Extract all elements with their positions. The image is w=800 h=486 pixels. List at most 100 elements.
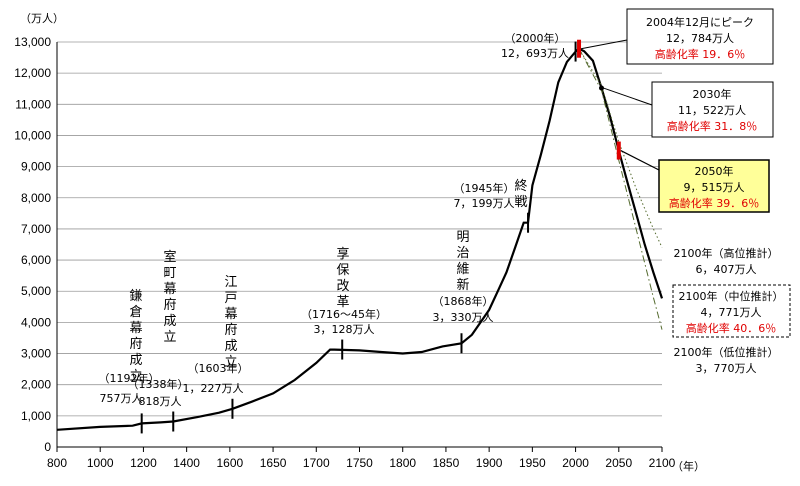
vertical-char: 保 [336, 263, 349, 278]
x-tick-label: 1650 [260, 456, 287, 470]
vertical-char: 新 [456, 277, 469, 293]
projection-high-line2: 6，407万人 [696, 263, 757, 276]
callout-box-2030 [651, 81, 774, 138]
red-marker-y2050 [616, 141, 621, 160]
vertical-char: 成 [163, 314, 176, 329]
x-tick-label: 1700 [303, 456, 330, 470]
vertical-char: 幕 [129, 321, 142, 336]
vertical-char: 鎌 [129, 289, 142, 304]
vertical-char: 革 [336, 295, 349, 310]
series-line-dotted [578, 48, 663, 248]
callout-peak-line1: 2004年12月にピーク [646, 15, 754, 29]
event-year-kyoho: （1716～45年） [301, 307, 387, 321]
vertical-char: 立 [224, 355, 237, 370]
callout-2030-line3: 高齢化率 31．8％ [667, 119, 758, 133]
y-tick-label: 1,000 [21, 409, 51, 423]
x-unit-label: （年） [672, 459, 705, 473]
x-tick-label: 1750 [346, 456, 373, 470]
y-tick-label: 9,000 [21, 160, 51, 174]
axes: 0 1,000 2,000 3,000 4,000 5,000 6,000 7,000 8,00… [14, 12, 705, 473]
projection-low-line1: 2100年（低位推計） [674, 345, 779, 359]
vertical-char: 治 [456, 246, 469, 261]
vertical-char: 府 [163, 298, 176, 313]
event-value-kamakura: 757万人 [100, 392, 143, 405]
markers [140, 39, 621, 434]
event-year-kamakura: （1192年） [99, 371, 160, 385]
x-tick-label: 1400 [173, 456, 200, 470]
projection-mid-box [672, 284, 791, 338]
x-tick-label: 1600 [217, 456, 244, 470]
event-year-edo: （1603年） [188, 361, 249, 375]
callout-peak-line2: 12，784万人 [666, 32, 734, 45]
vertical-char: 成 [224, 339, 237, 354]
point-2030 [599, 85, 604, 91]
event-value-muromachi: 818万人 [139, 395, 182, 408]
x-tick-label: 2100 [649, 456, 676, 470]
callout-box-peak [626, 8, 774, 65]
vertical-char: 立 [163, 330, 176, 345]
y-tick-label: 4,000 [21, 315, 51, 329]
red-marker-peak [577, 39, 582, 58]
y-tick-label: 6,000 [21, 253, 51, 267]
vertical-char: 改 [336, 279, 349, 294]
event-value-kyoho: 3，128万人 [314, 323, 375, 336]
y-tick-label: 12,000 [14, 66, 51, 80]
x-tick-label: 1800 [389, 456, 416, 470]
event-value-2000: 12，693万人 [501, 47, 569, 60]
event-year-2000: （2000年） [505, 31, 566, 45]
annotations: 鎌倉幕府成立（1192年）757万人室町幕府成立（1338年）818万人江戸幕府… [99, 8, 791, 408]
vertical-char: 終 [514, 178, 527, 194]
x-tick-label: 1000 [87, 456, 114, 470]
vertical-char: 維 [456, 262, 469, 277]
vertical-char: 室 [163, 249, 176, 265]
y-tick-label: 7,000 [21, 222, 51, 236]
event-year-muromachi: （1338年） [128, 377, 189, 391]
callout-2030-line2: 11，522万人 [678, 104, 746, 117]
projection-mid-line2: 4，771万人 [701, 306, 762, 319]
x-tick-label: 2000 [562, 456, 589, 470]
callout-leader-2030 [603, 87, 653, 106]
y-unit-label: （万人） [20, 12, 64, 25]
vertical-char: 府 [129, 337, 142, 352]
x-tick-label: 800 [47, 456, 67, 470]
projection-low-line2: 3，770万人 [696, 362, 757, 375]
series-lines [56, 47, 664, 431]
callout-2050-line1: 2050年 [695, 164, 734, 178]
series-line-dashdot [578, 48, 663, 330]
vertical-char: 幕 [224, 307, 237, 322]
projection-mid-line3: 高齢化率 40．6％ [686, 321, 777, 335]
callout-box-2050 [658, 159, 770, 213]
callout-peak-line3: 高齢化率 19．6％ [655, 47, 746, 61]
event-year-meiji: （1868年） [433, 294, 494, 308]
x-tick-label: 1200 [130, 456, 157, 470]
callout-leader-2050 [620, 150, 660, 171]
y-tick-label: 5,000 [21, 284, 51, 298]
event-value-meiji: 3，330万人 [433, 311, 494, 324]
grid-lines [57, 41, 662, 417]
projection-mid-line1: 2100年（中位推計） [679, 289, 784, 303]
vertical-char: 幕 [163, 282, 176, 297]
y-tick-label: 11,000 [15, 97, 51, 111]
y-tick-label: 13,000 [14, 35, 51, 49]
vertical-char: 戦 [514, 195, 527, 210]
vertical-char: 倉 [129, 305, 142, 320]
callout-2050-line3: 高齢化率 39．6％ [669, 196, 760, 210]
y-tick-label: 2,000 [21, 378, 51, 392]
callout-2050-line2: 9，515万人 [684, 181, 745, 194]
vertical-char: 立 [129, 369, 142, 384]
vertical-char: 府 [224, 323, 237, 338]
vertical-char: 成 [129, 353, 142, 368]
x-tick-label: 2050 [605, 456, 632, 470]
x-tick-label: 1900 [476, 456, 503, 470]
event-value-shusen: 7，199万人 [454, 197, 515, 210]
event-title-shusen: 終戦 [514, 178, 527, 210]
x-tick-label: 1850 [433, 456, 460, 470]
event-year-shusen: （1945年） [454, 181, 515, 195]
vertical-char: 戸 [224, 291, 237, 306]
series-line-solid [56, 47, 664, 431]
